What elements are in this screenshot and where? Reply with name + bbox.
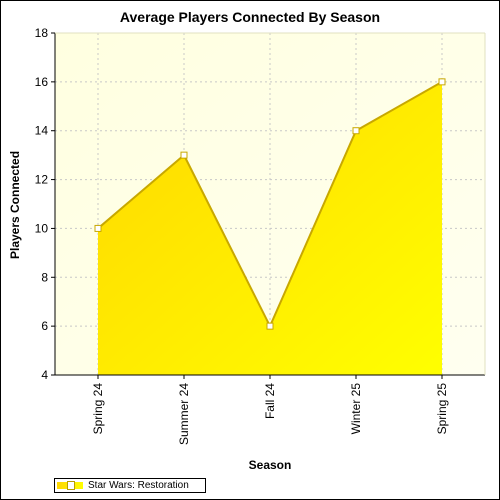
x-tick-label: Winter 25 bbox=[349, 383, 363, 435]
chart-title: Average Players Connected By Season bbox=[120, 9, 380, 25]
legend-entry-label: Star Wars: Restoration bbox=[88, 480, 189, 491]
x-axis-label: Season bbox=[249, 458, 292, 472]
legend-swatch bbox=[57, 479, 85, 492]
data-point-marker bbox=[266, 322, 274, 330]
x-tick-label: Spring 25 bbox=[435, 383, 449, 435]
data-point-marker bbox=[438, 78, 446, 86]
y-tick-label: 4 bbox=[41, 368, 48, 382]
tick-labels: 4 6 8 10 12 14 16 18 Spring 24 Summer 24 Fall 24 Wi… bbox=[35, 26, 449, 445]
y-tick-label: 18 bbox=[35, 26, 49, 40]
y-tick-label: 6 bbox=[41, 319, 48, 333]
y-axis-label: Players Connected bbox=[8, 151, 22, 259]
x-tick-label: Spring 24 bbox=[91, 383, 105, 435]
data-markers bbox=[94, 78, 446, 330]
x-tick-label: Fall 24 bbox=[263, 383, 277, 419]
y-tick-label: 14 bbox=[35, 124, 49, 138]
legend: Star Wars: Restoration bbox=[54, 478, 206, 493]
x-tick-label: Summer 24 bbox=[177, 383, 191, 445]
y-tick-label: 12 bbox=[35, 173, 49, 187]
data-point-marker bbox=[180, 151, 188, 159]
y-tick-label: 10 bbox=[35, 221, 49, 235]
data-point-marker bbox=[352, 127, 360, 135]
y-tick-label: 8 bbox=[41, 270, 48, 284]
y-tick-label: 16 bbox=[35, 75, 49, 89]
data-point-marker bbox=[94, 224, 102, 232]
